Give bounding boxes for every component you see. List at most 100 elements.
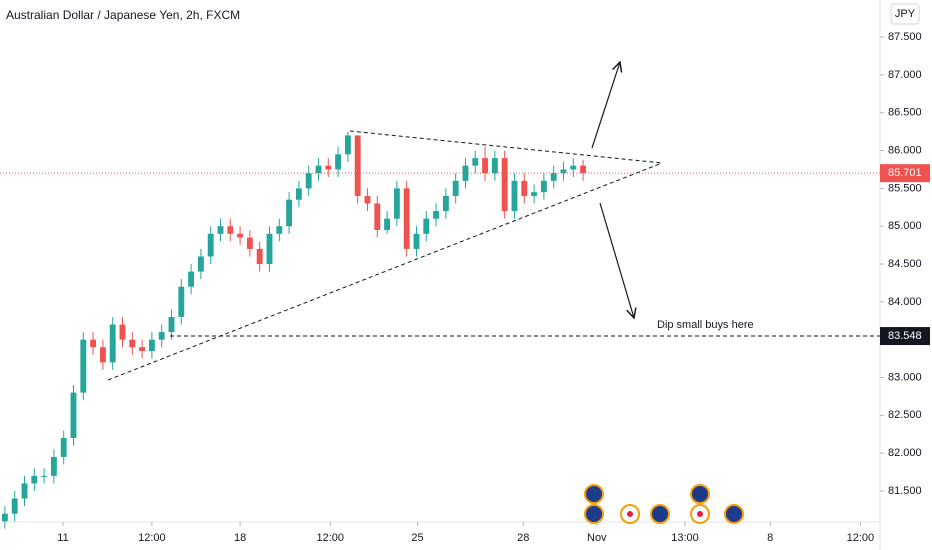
x-tick-label: 12:00 <box>316 532 344 544</box>
candle-body <box>227 226 234 234</box>
event-icon[interactable] <box>584 484 604 504</box>
candle-body <box>21 483 28 499</box>
candle-body <box>501 158 508 212</box>
candle-body <box>335 154 342 170</box>
candle-body <box>540 180 547 193</box>
annotation: Dip small buys here <box>657 319 754 331</box>
candle-body <box>384 218 391 230</box>
y-tick-label: 87.500 <box>888 31 922 43</box>
currency-button[interactable] <box>890 3 920 25</box>
candle-body <box>256 248 263 265</box>
currency-label[interactable]: JPY <box>895 8 916 20</box>
candle-body <box>393 188 400 219</box>
candle-body <box>60 438 67 457</box>
candle-body <box>217 226 224 234</box>
candle-body <box>354 135 361 196</box>
candle-body <box>364 195 371 204</box>
candle-body <box>188 271 195 287</box>
candle-body <box>413 233 420 249</box>
candle-body <box>286 199 293 227</box>
candle-body <box>168 316 175 333</box>
y-tick-label: 87.000 <box>888 69 922 81</box>
candle-body <box>580 165 587 174</box>
y-tick-label: 82.500 <box>888 409 922 421</box>
candle-body <box>491 158 498 174</box>
chart-title: Australian Dollar / Japanese Yen, 2h, FX… <box>6 8 240 22</box>
candle-body <box>403 188 410 249</box>
candle-body <box>237 233 244 238</box>
candle-body <box>276 226 283 234</box>
candle-body <box>158 332 165 340</box>
trendline-upper <box>349 130 663 164</box>
event-dot <box>627 511 633 517</box>
candle-body <box>295 188 302 200</box>
y-tick-label: 85.000 <box>888 220 922 232</box>
candle-body <box>442 195 449 212</box>
last-price-label: 85.701 <box>888 167 922 179</box>
event-dot <box>697 511 703 517</box>
candle-body <box>31 475 38 484</box>
candle-body <box>246 237 253 249</box>
candle-body <box>560 169 567 174</box>
x-tick-label: 8 <box>767 532 773 544</box>
candle-body <box>119 324 126 340</box>
event-icon[interactable] <box>690 484 710 504</box>
candle-body <box>109 324 116 363</box>
candle-body <box>305 173 312 189</box>
event-icon[interactable] <box>724 504 744 524</box>
events <box>584 484 744 524</box>
candle-body <box>482 158 489 174</box>
candle-body <box>80 339 87 393</box>
level-label: 83.548 <box>888 330 922 342</box>
y-tick-label: 86.500 <box>888 107 922 119</box>
y-tick-label: 83.000 <box>888 371 922 383</box>
candle-body <box>50 456 57 476</box>
y-tick-label: 84.000 <box>888 296 922 308</box>
candle-body <box>325 165 332 170</box>
candle-body <box>99 347 106 363</box>
y-tick-label: 81.500 <box>888 485 922 497</box>
x-tick-label: 12:00 <box>138 532 166 544</box>
candle-body <box>1 513 8 522</box>
x-tick-label: 25 <box>411 532 423 544</box>
candle-body <box>178 286 185 317</box>
x-tick-label: 12:00 <box>847 532 875 544</box>
x-tick-label: 18 <box>234 532 246 544</box>
x-tick-label: 28 <box>517 532 529 544</box>
x-tick-label: 11 <box>57 532 68 544</box>
trendline-lower <box>107 162 663 381</box>
candle-body <box>129 339 136 348</box>
y-tick-label: 82.000 <box>888 447 922 459</box>
candle-body <box>423 218 430 234</box>
drawings: Dip small buys here <box>107 62 754 381</box>
candle-body <box>511 180 518 212</box>
candle-body <box>433 211 440 219</box>
candle-body <box>550 173 557 181</box>
candle-body <box>531 192 538 196</box>
candle-body <box>197 256 204 272</box>
arrow-down <box>599 202 634 318</box>
level-box <box>880 327 930 346</box>
y-tick-label: 85.500 <box>888 182 922 194</box>
x-tick-label: Nov <box>587 532 607 544</box>
candle-body <box>41 475 48 477</box>
candle-body <box>374 203 381 230</box>
arrow-up <box>591 62 620 149</box>
candle-body <box>266 233 273 265</box>
event-icon[interactable] <box>650 504 670 524</box>
candle-body <box>521 180 528 196</box>
candle-body <box>90 339 97 348</box>
candle-body <box>148 339 155 352</box>
candle-body <box>11 498 18 514</box>
event-icon[interactable] <box>584 504 604 524</box>
y-tick-label: 86.000 <box>888 144 922 156</box>
last-price-box <box>880 164 930 183</box>
candle-body <box>207 233 214 257</box>
candle-body <box>315 165 322 174</box>
candle-body <box>472 158 479 166</box>
candle-body <box>570 165 577 170</box>
candle-body <box>344 135 351 155</box>
candle-body <box>139 347 146 352</box>
